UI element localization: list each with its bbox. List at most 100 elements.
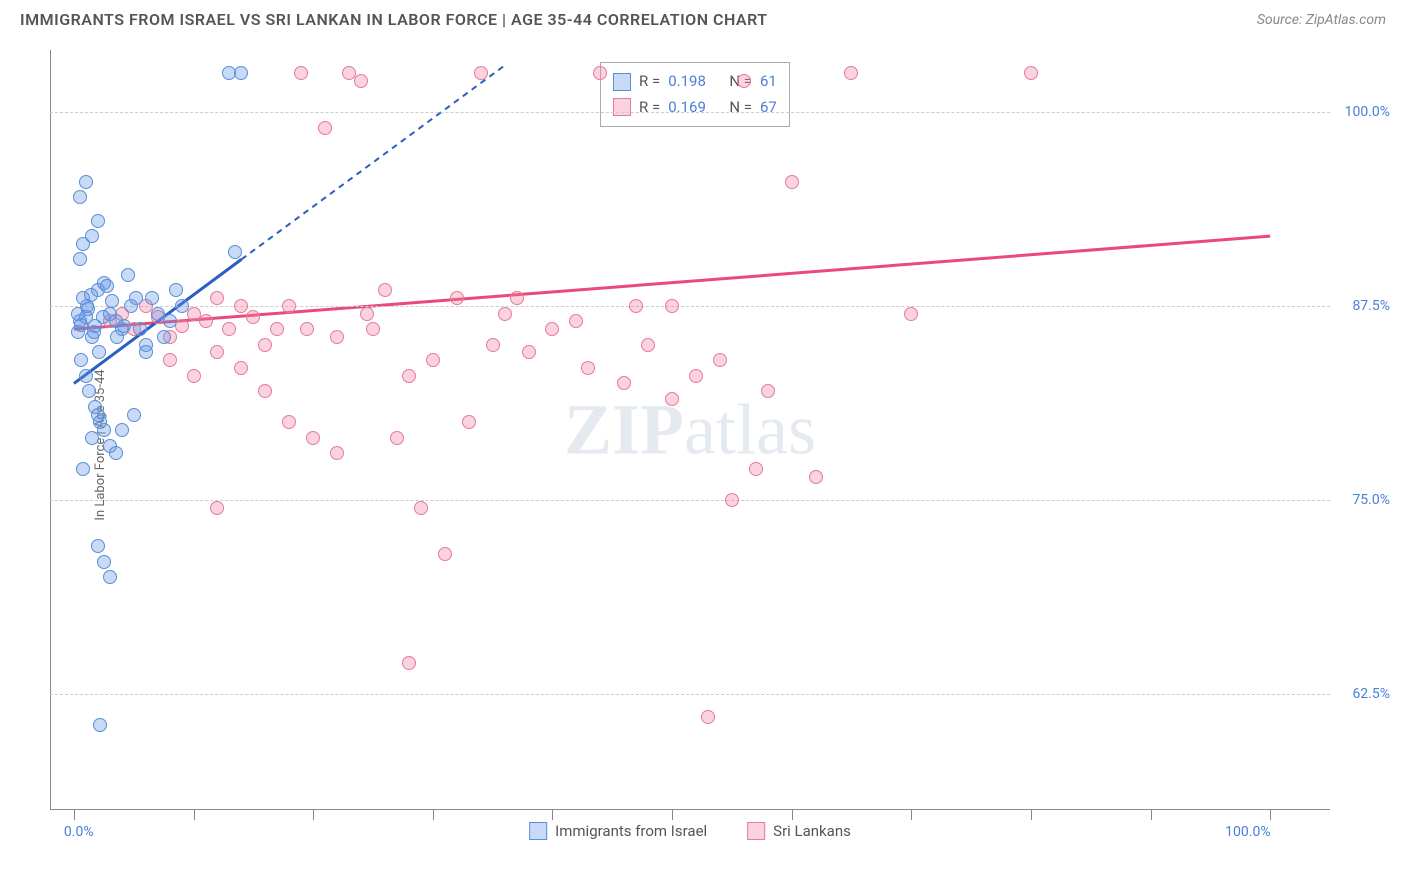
x-tick	[313, 810, 314, 820]
scatter-point-srilankan	[234, 361, 248, 375]
scatter-point-srilankan	[462, 415, 476, 429]
scatter-point-srilankan	[450, 291, 464, 305]
scatter-point-srilankan	[522, 345, 536, 359]
scatter-point-israel	[79, 369, 93, 383]
x-tick	[792, 810, 793, 820]
scatter-point-srilankan	[246, 310, 260, 324]
y-tick-label: 62.5%	[1352, 686, 1390, 702]
source-attribution: Source: ZipAtlas.com	[1257, 12, 1386, 28]
scatter-point-srilankan	[641, 338, 655, 352]
x-tick	[911, 810, 912, 820]
scatter-point-israel	[91, 539, 105, 553]
scatter-point-srilankan	[354, 74, 368, 88]
scatter-point-srilankan	[210, 501, 224, 515]
scatter-point-israel	[76, 462, 90, 476]
n-value-israel: 61	[760, 69, 777, 95]
scatter-point-israel	[175, 299, 189, 313]
scatter-point-srilankan	[545, 322, 559, 336]
y-tick-label: 100.0%	[1345, 104, 1390, 120]
x-tick	[1270, 810, 1271, 820]
x-tick	[672, 810, 673, 820]
scatter-point-srilankan	[569, 314, 583, 328]
legend-item-israel: Immigrants from Israel	[529, 822, 707, 840]
scatter-point-israel	[139, 345, 153, 359]
gridline	[50, 694, 1330, 695]
scatter-point-srilankan	[234, 299, 248, 313]
scatter-point-srilankan	[390, 431, 404, 445]
x-tick-label: 100.0%	[1225, 824, 1270, 840]
scatter-point-srilankan	[617, 376, 631, 390]
scatter-point-israel	[82, 384, 96, 398]
scatter-point-srilankan	[378, 283, 392, 297]
scatter-point-srilankan	[360, 307, 374, 321]
scatter-point-israel	[91, 214, 105, 228]
scatter-point-srilankan	[210, 291, 224, 305]
scatter-point-srilankan	[282, 299, 296, 313]
scatter-point-srilankan	[210, 345, 224, 359]
scatter-point-israel	[87, 325, 101, 339]
chart-container: In Labor Force | Age 35-44 ZIPatlas R = …	[50, 50, 1390, 840]
scatter-point-israel	[109, 446, 123, 460]
scatter-point-israel	[100, 279, 114, 293]
x-tick	[1151, 810, 1152, 820]
scatter-point-srilankan	[749, 462, 763, 476]
scatter-point-srilankan	[474, 66, 488, 80]
watermark: ZIPatlas	[564, 389, 816, 472]
x-tick-label: 0.0%	[64, 824, 94, 840]
r-label: R =	[639, 69, 660, 95]
scatter-point-srilankan	[510, 291, 524, 305]
scatter-point-srilankan	[809, 470, 823, 484]
trend-line	[241, 66, 504, 260]
scatter-point-israel	[157, 330, 171, 344]
scatter-point-srilankan	[366, 322, 380, 336]
gridline	[50, 500, 1330, 501]
scatter-point-srilankan	[629, 299, 643, 313]
legend-label-israel: Immigrants from Israel	[555, 822, 707, 840]
scatter-point-israel	[103, 570, 117, 584]
scatter-point-israel	[85, 229, 99, 243]
scatter-point-israel	[145, 291, 159, 305]
scatter-point-srilankan	[187, 369, 201, 383]
x-tick	[433, 810, 434, 820]
scatter-point-israel	[84, 288, 98, 302]
scatter-point-israel	[121, 268, 135, 282]
scatter-point-israel	[79, 175, 93, 189]
scatter-point-srilankan	[1024, 66, 1038, 80]
scatter-point-israel	[129, 291, 143, 305]
scatter-point-israel	[91, 408, 105, 422]
scatter-point-srilankan	[438, 547, 452, 561]
scatter-point-srilankan	[414, 501, 428, 515]
legend-swatch-israel	[529, 822, 547, 840]
scatter-point-srilankan	[665, 392, 679, 406]
scatter-point-srilankan	[486, 338, 500, 352]
scatter-point-israel	[115, 423, 129, 437]
scatter-point-israel	[234, 66, 248, 80]
scatter-point-israel	[228, 245, 242, 259]
scatter-point-srilankan	[904, 307, 918, 321]
x-tick	[74, 810, 75, 820]
scatter-point-srilankan	[665, 299, 679, 313]
scatter-point-israel	[74, 353, 88, 367]
stats-legend: R = 0.198 N = 61 R = 0.169 N = 67	[600, 62, 790, 127]
legend-item-srilankan: Sri Lankans	[747, 822, 851, 840]
y-tick-label: 75.0%	[1352, 492, 1390, 508]
scatter-point-srilankan	[258, 384, 272, 398]
scatter-point-israel	[127, 408, 141, 422]
stats-legend-row-2: R = 0.169 N = 67	[613, 95, 777, 121]
scatter-point-srilankan	[689, 369, 703, 383]
scatter-point-israel	[85, 431, 99, 445]
r-value-israel: 0.198	[668, 69, 706, 95]
n-value-srilankan: 67	[760, 95, 777, 121]
series-legend: Immigrants from Israel Sri Lankans	[529, 822, 851, 840]
scatter-point-srilankan	[222, 322, 236, 336]
legend-swatch-srilankan	[613, 98, 631, 116]
y-axis	[50, 50, 51, 810]
scatter-point-srilankan	[318, 121, 332, 135]
plot-area: ZIPatlas R = 0.198 N = 61 R = 0.169 N = …	[50, 50, 1330, 810]
scatter-point-srilankan	[175, 319, 189, 333]
gridline	[50, 112, 1330, 113]
watermark-rest: atlas	[684, 390, 816, 470]
stats-legend-row-1: R = 0.198 N = 61	[613, 69, 777, 95]
scatter-point-srilankan	[294, 66, 308, 80]
scatter-point-srilankan	[498, 307, 512, 321]
